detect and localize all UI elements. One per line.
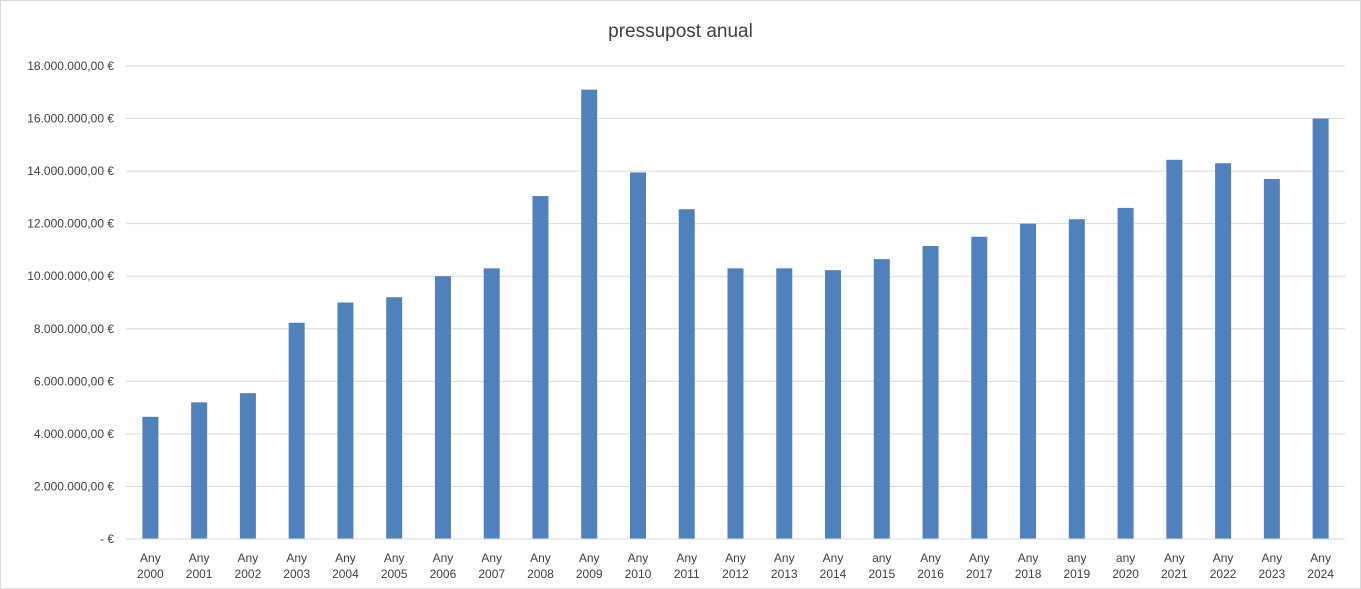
- x-tick-label: Any 2021: [1161, 551, 1188, 581]
- x-tick-label: any 2015: [868, 551, 895, 581]
- x-tick-label: Any 2014: [820, 551, 847, 581]
- bar: [971, 236, 988, 540]
- y-axis-tick-labels: - € 2.000.000,00 € 4.000.000,00 € 6.000.000…: [27, 59, 114, 546]
- x-tick-label: Any 2018: [1015, 551, 1042, 581]
- y-tick-label: 6.000.000,00 €: [34, 374, 114, 388]
- x-tick-label: Any 2001: [186, 551, 213, 581]
- x-tick-label: Any 2005: [381, 551, 408, 581]
- x-tick-label: Any 2009: [576, 551, 603, 581]
- x-tick-label: Any 2008: [527, 551, 554, 581]
- bars: [142, 89, 1329, 540]
- y-tick-label: 18.000.000,00 €: [27, 59, 114, 73]
- bar: [629, 172, 646, 540]
- bar: [1312, 118, 1329, 540]
- x-tick-label: any 2019: [1063, 551, 1090, 581]
- bar: [1166, 159, 1183, 540]
- bar: [288, 322, 305, 539]
- bar: [239, 393, 256, 539]
- bar: [434, 276, 451, 539]
- y-tick-label: 10.000.000,00 €: [27, 269, 114, 283]
- x-tick-label: Any 2017: [966, 551, 993, 581]
- x-tick-label: Any 2006: [430, 551, 457, 581]
- bar: [776, 268, 793, 539]
- x-axis-tick-labels: Any 2000 Any 2001 Any 2002 Any 2003 Any 2004 Any 20…: [137, 551, 1334, 581]
- bar: [727, 268, 744, 539]
- x-tick-label: Any 2004: [332, 551, 359, 581]
- bar: [1263, 178, 1280, 539]
- x-tick-label: Any 2000: [137, 551, 164, 581]
- x-tick-label: Any 2010: [625, 551, 652, 581]
- x-tick-label: any 2020: [1112, 551, 1139, 581]
- bar: [337, 302, 354, 539]
- x-tick-label: Any 2002: [235, 551, 262, 581]
- x-tick-label: Any 2011: [674, 551, 700, 581]
- y-tick-label: 4.000.000,00 €: [34, 427, 114, 441]
- x-tick-label: Any 2013: [771, 551, 798, 581]
- bar: [581, 89, 598, 540]
- y-tick-label: 12.000.000,00 €: [27, 217, 114, 231]
- bar: [873, 259, 890, 539]
- chart-title: pressupost anual: [608, 21, 753, 42]
- x-tick-label: Any 2012: [722, 551, 749, 581]
- x-tick-label: Any 2023: [1259, 551, 1286, 581]
- bar: [142, 416, 159, 539]
- bar: [1020, 223, 1037, 539]
- bar: [922, 246, 939, 539]
- bar: [386, 297, 403, 539]
- bar: [1068, 219, 1085, 539]
- y-tick-label: 16.000.000,00 €: [27, 112, 114, 126]
- bar: [532, 196, 549, 539]
- y-tick-label: 2.000.000,00 €: [34, 479, 114, 493]
- bar: [1215, 163, 1232, 539]
- x-tick-label: Any 2016: [917, 551, 944, 581]
- x-tick-label: Any 2022: [1210, 551, 1237, 581]
- x-tick-label: Any 2003: [283, 551, 310, 581]
- y-tick-label: 8.000.000,00 €: [34, 322, 114, 336]
- y-tick-label: 14.000.000,00 €: [27, 164, 114, 178]
- bar: [483, 268, 500, 539]
- bar: [1117, 207, 1134, 539]
- bar: [825, 270, 842, 539]
- x-tick-label: Any 2024: [1307, 551, 1334, 581]
- y-tick-label: - €: [100, 532, 114, 546]
- bar: [191, 402, 208, 539]
- x-tick-label: Any 2007: [478, 551, 505, 581]
- bar: [678, 209, 695, 540]
